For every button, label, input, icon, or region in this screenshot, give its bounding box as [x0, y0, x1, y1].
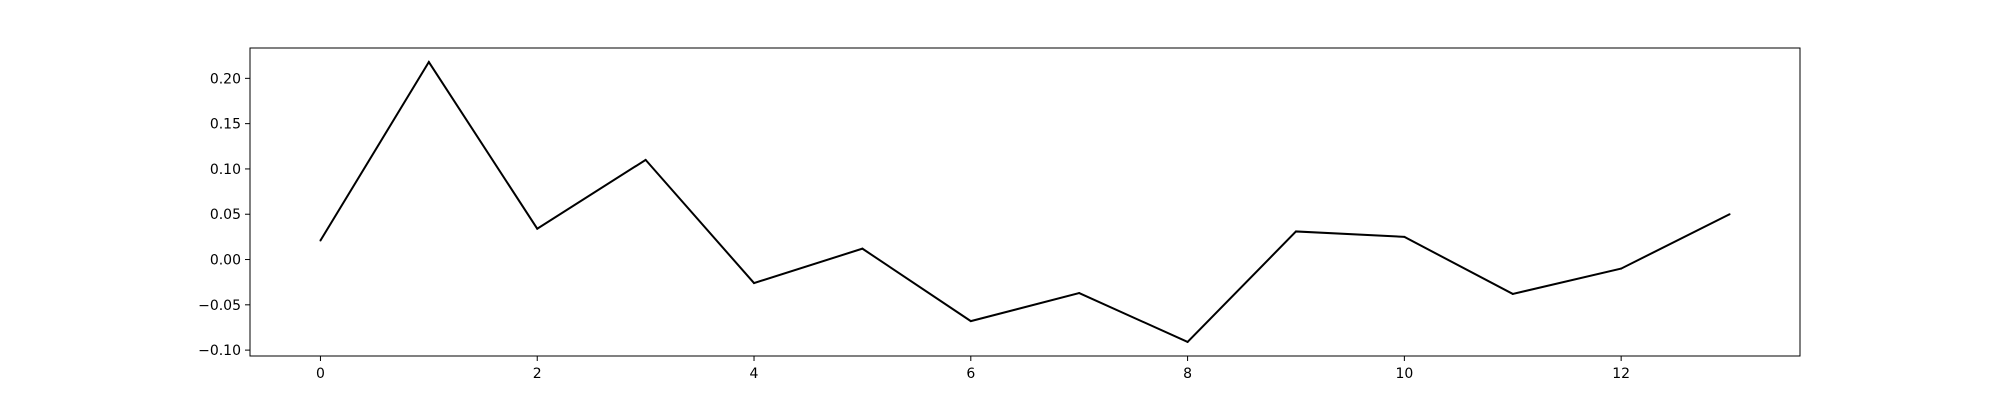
plot-frame — [249, 47, 1801, 357]
data-point — [1186, 340, 1189, 343]
x-tick-label: 10 — [1395, 366, 1413, 382]
x-axis: 0 2 4 6 8 10 12 — [316, 356, 1630, 382]
y-tick-label: 0.10 — [210, 162, 241, 178]
data-point — [861, 247, 864, 250]
y-axis: −0.10 −0.05 0.00 0.05 0.10 0.15 0.20 — [198, 71, 250, 359]
y-tick-label: 0.00 — [210, 253, 241, 269]
data-point — [1511, 292, 1514, 295]
data-point — [1728, 213, 1731, 216]
data-point — [644, 158, 647, 161]
x-tick-label: 4 — [750, 366, 759, 382]
y-tick-label: −0.05 — [198, 298, 241, 314]
data-point — [319, 239, 322, 242]
y-tick-label: 0.20 — [210, 71, 241, 87]
y-tick-label: −0.10 — [198, 343, 241, 359]
data-point — [1294, 230, 1297, 233]
data-point — [1078, 292, 1081, 295]
data-point — [753, 282, 756, 285]
data-point — [969, 320, 972, 323]
data-point — [1620, 267, 1623, 270]
y-tick-label: 0.15 — [210, 117, 241, 133]
x-tick-label: 0 — [316, 366, 325, 382]
y-tick-label: 0.05 — [210, 207, 241, 223]
data-point — [427, 61, 430, 64]
x-tick-label: 12 — [1612, 366, 1630, 382]
x-tick-label: 2 — [533, 366, 542, 382]
series-line — [319, 60, 1730, 344]
series-layer — [319, 60, 1731, 344]
x-tick-label: 6 — [966, 366, 975, 382]
x-tick-label: 8 — [1183, 366, 1192, 382]
data-point — [536, 227, 539, 230]
data-point — [1403, 235, 1406, 238]
